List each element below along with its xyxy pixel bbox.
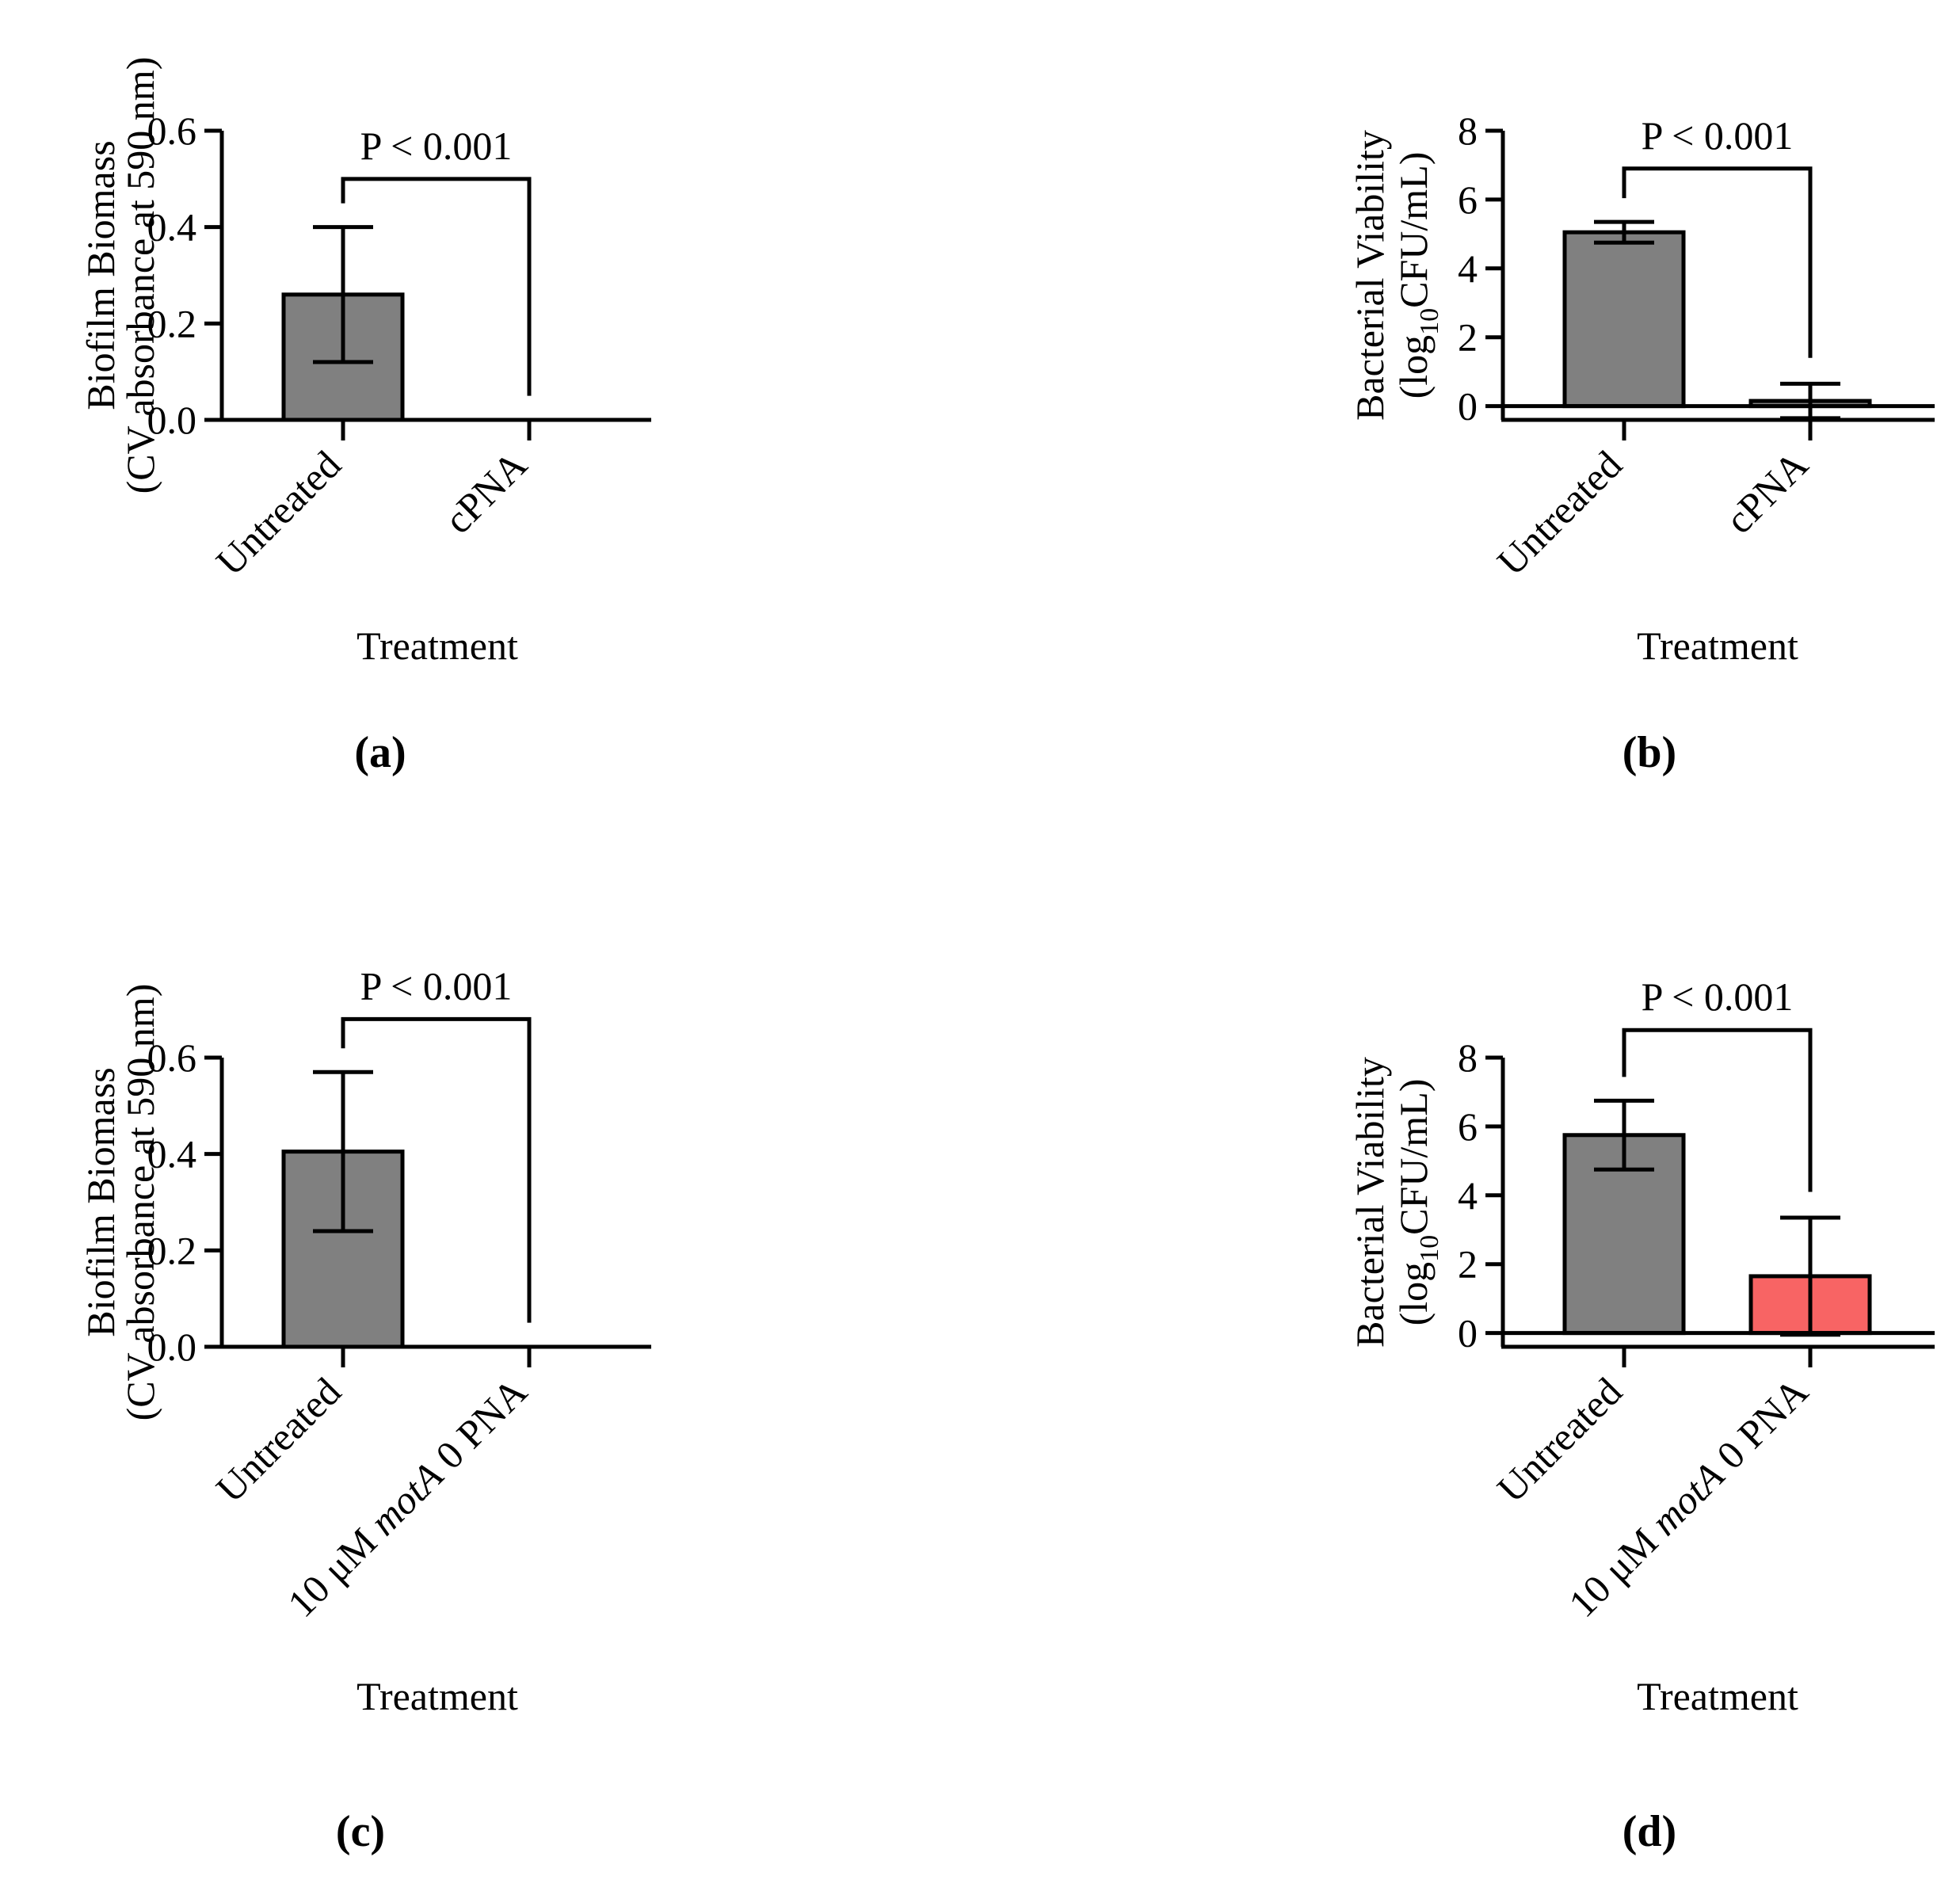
error-bar (1594, 219, 1654, 245)
y-tick-label: 0.6 (147, 109, 197, 153)
y-tick-label: 0 (1458, 1311, 1478, 1355)
panel-label: (a) (354, 728, 406, 777)
error-bar (313, 1070, 373, 1233)
y-axis-label: Biofilm Biomass (78, 140, 123, 410)
significance-label: P < 0.001 (1642, 974, 1794, 1019)
y-axis-label: Biofilm Biomass (78, 1067, 123, 1336)
x-tick-label: cPNA (1717, 442, 1817, 542)
x-axis-label: Treatment (1637, 623, 1798, 668)
x-tick-label: Untreated (1489, 442, 1630, 584)
chart-panel-2: 0 2 4 6 8 Untreated cPNA P < 0.001 Bacterial Via… (1348, 109, 1935, 777)
y-tick-label: 6 (1458, 1104, 1478, 1149)
bar-untreated (1562, 1133, 1686, 1336)
y-tick-label: 2 (1458, 315, 1478, 360)
y-tick-label: 0.0 (147, 1325, 197, 1369)
x-tick-label: cPNA (436, 442, 536, 542)
y-axis-label: (CV absorbance at 590 nm) (118, 984, 162, 1421)
y-axis-label: Bacterial Viability (1348, 1057, 1392, 1348)
x-tick-label: Untreated (208, 442, 349, 584)
y-tick-label: 8 (1458, 109, 1478, 153)
x-axis-label: Treatment (357, 623, 518, 668)
y-tick-label: 0.0 (147, 398, 197, 442)
x-axis-label: Treatment (357, 1674, 518, 1718)
y-tick-label: 0.2 (147, 301, 197, 345)
y-tick-label: 0.4 (147, 205, 197, 250)
x-axis-label: Treatment (1637, 1674, 1798, 1718)
bar-untreated (1562, 230, 1686, 409)
significance-bracket (1622, 166, 1813, 358)
y-tick-label: 0 (1458, 384, 1478, 429)
y-tick-label: 6 (1458, 177, 1478, 222)
error-bar (1594, 1098, 1654, 1172)
y-axis-label: (log10CFU/mL) (1391, 1079, 1444, 1326)
chart-panel-1: 0.0 0.2 0.4 0.6 Untreated cPNA P < 0.001 Biofil… (78, 57, 651, 777)
x-tick-label: Untreated (1489, 1369, 1630, 1511)
y-tick-label: 0.4 (147, 1132, 197, 1176)
y-axis-title: Biofilm Biomass(CV absorbance at 590 nm) (78, 57, 162, 494)
y-axis-title: Bacterial Viability (log10CFU/mL) (1348, 1057, 1444, 1348)
y-axis-label: (log10CFU/mL) (1391, 152, 1444, 399)
panel-label: (d) (1623, 1807, 1676, 1856)
significance-bracket (341, 1016, 532, 1323)
y-axis-title: Bacterial Viability (log10CFU/mL) (1348, 130, 1444, 421)
x-tick-label: Untreated (208, 1369, 349, 1511)
significance-label: P < 0.001 (360, 124, 513, 168)
significance-bracket (341, 177, 532, 396)
y-axis-label: (CV absorbance at 590 nm) (118, 57, 162, 494)
y-tick-label: 0.6 (147, 1035, 197, 1080)
y-tick-label: 2 (1458, 1242, 1478, 1287)
y-tick-label: 4 (1458, 246, 1478, 291)
significance-bracket (1622, 1028, 1813, 1192)
significance-label: P < 0.001 (360, 963, 513, 1008)
error-bar (313, 225, 373, 364)
significance-label: P < 0.001 (1642, 113, 1794, 158)
y-tick-label: 0.2 (147, 1228, 197, 1272)
y-axis-title: Biofilm Biomass(CV absorbance at 590 nm) (78, 984, 162, 1421)
panel-label: (b) (1623, 728, 1676, 777)
y-tick-label: 4 (1458, 1173, 1478, 1218)
y-tick-label: 8 (1458, 1035, 1478, 1080)
panel-label: (c) (336, 1807, 385, 1856)
y-axis-label: Bacterial Viability (1348, 130, 1392, 421)
